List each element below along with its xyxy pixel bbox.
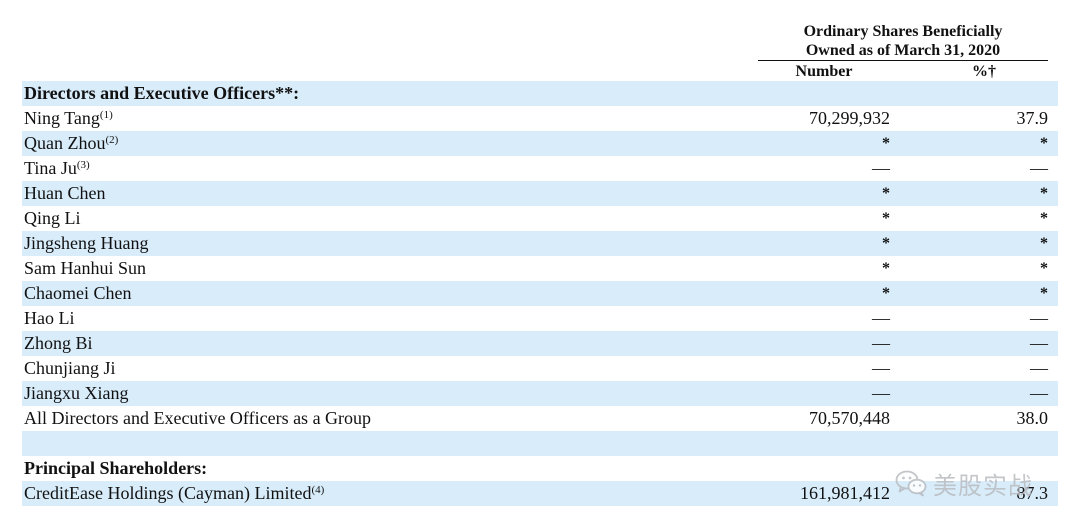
column-header-percent: %† bbox=[920, 62, 1048, 82]
table-row: Sam Hanhui Sun * * bbox=[22, 256, 1058, 281]
row-name: CreditEase Holdings (Cayman) Limited bbox=[24, 483, 312, 503]
row-label: Zhong Bi bbox=[24, 331, 93, 356]
row-label: Qing Li bbox=[24, 206, 81, 231]
row-name: Huan Chen bbox=[24, 183, 106, 203]
row-label: Huan Chen bbox=[24, 181, 105, 206]
table-row: Jiangxu Xiang — — bbox=[22, 381, 1058, 406]
table-row: CreditEase Holdings (Cayman) Limited(4) … bbox=[22, 481, 1058, 506]
row-label: Jingsheng Huang bbox=[24, 231, 149, 256]
table-row: Hao Li — — bbox=[22, 306, 1058, 331]
row-label: Jiangxu Xiang bbox=[24, 381, 128, 406]
table-row: Tina Ju(3) — — bbox=[22, 156, 1058, 181]
table-row: Chunjiang Ji — — bbox=[22, 356, 1058, 381]
shares-number: — bbox=[872, 358, 890, 378]
row-name: Jingsheng Huang bbox=[24, 233, 149, 253]
table-row: All Directors and Executive Officers as … bbox=[22, 406, 1058, 431]
shares-percent: 87.3 bbox=[1016, 483, 1049, 503]
table-row: Huan Chen * * bbox=[22, 181, 1058, 206]
shares-percent: * bbox=[1040, 285, 1048, 302]
row-label: CreditEase Holdings (Cayman) Limited(4) bbox=[24, 481, 324, 509]
footnote-ref: (2) bbox=[105, 134, 119, 146]
row-label: Ning Tang(1) bbox=[24, 106, 113, 134]
table-row: Ning Tang(1) 70,299,932 37.9 bbox=[22, 106, 1058, 131]
column-group-title-line2: Owned as of March 31, 2020 bbox=[805, 42, 1001, 59]
table-row-spacer bbox=[22, 431, 1058, 456]
row-name: Principal Shareholders: bbox=[24, 458, 208, 478]
shares-percent: 38.0 bbox=[1016, 408, 1049, 428]
table-row: Directors and Executive Officers**: bbox=[22, 81, 1058, 106]
row-name: Chunjiang Ji bbox=[24, 358, 116, 378]
header-divider bbox=[758, 60, 1048, 61]
shares-percent: — bbox=[1030, 333, 1048, 353]
row-label: Hao Li bbox=[24, 306, 74, 331]
shares-number: — bbox=[872, 158, 890, 178]
shares-number: * bbox=[882, 185, 890, 202]
footnote-ref: (4) bbox=[311, 484, 325, 496]
row-name: Qing Li bbox=[24, 208, 81, 228]
footnote-ref: (3) bbox=[76, 159, 90, 171]
watermark: 美股实战 bbox=[895, 466, 1033, 500]
row-label: Chaomei Chen bbox=[24, 281, 131, 306]
shares-number: * bbox=[882, 235, 890, 252]
wechat-icon bbox=[895, 469, 927, 497]
shares-number: * bbox=[882, 285, 890, 302]
shares-number: * bbox=[882, 260, 890, 277]
table-row: Principal Shareholders: bbox=[22, 456, 1058, 481]
shares-number: — bbox=[872, 333, 890, 353]
table-row: Quan Zhou(2) * * bbox=[22, 131, 1058, 156]
shares-number: — bbox=[872, 383, 890, 403]
table-row: Zhong Bi — — bbox=[22, 331, 1058, 356]
shares-percent: * bbox=[1040, 260, 1048, 277]
shares-number: 70,570,448 bbox=[809, 408, 890, 428]
shares-number: — bbox=[872, 308, 890, 328]
row-label: Tina Ju(3) bbox=[24, 156, 90, 184]
shares-percent: — bbox=[1030, 158, 1048, 178]
row-label: Principal Shareholders: bbox=[24, 456, 207, 481]
footnote-ref: (1) bbox=[99, 109, 113, 121]
table-row: Jingsheng Huang * * bbox=[22, 231, 1058, 256]
table-row: Qing Li * * bbox=[22, 206, 1058, 231]
row-name: Tina Ju bbox=[24, 158, 77, 178]
row-name: Directors and Executive Officers**: bbox=[24, 83, 300, 103]
table-row: Chaomei Chen * * bbox=[22, 281, 1058, 306]
watermark-text: 美股实战 bbox=[933, 471, 1033, 500]
row-name: All Directors and Executive Officers as … bbox=[24, 408, 372, 428]
column-group-title: Ordinary Shares Beneficially Owned as of… bbox=[758, 22, 1048, 60]
column-header-number: Number bbox=[758, 62, 890, 82]
shares-number: 161,981,412 bbox=[800, 483, 890, 503]
row-label: All Directors and Executive Officers as … bbox=[24, 406, 371, 431]
row-label: Directors and Executive Officers**: bbox=[24, 81, 299, 106]
row-label: Quan Zhou(2) bbox=[24, 131, 118, 159]
shares-percent: * bbox=[1040, 185, 1048, 202]
shares-number: * bbox=[882, 135, 890, 152]
column-group-title-line1: Ordinary Shares Beneficially bbox=[803, 23, 1003, 40]
shares-percent: — bbox=[1030, 358, 1048, 378]
ownership-table: Directors and Executive Officers**: Ning… bbox=[22, 81, 1058, 506]
row-name: Ning Tang bbox=[24, 108, 100, 128]
shares-percent: * bbox=[1040, 210, 1048, 227]
shares-percent: — bbox=[1030, 308, 1048, 328]
row-name: Zhong Bi bbox=[24, 333, 93, 353]
row-name: Sam Hanhui Sun bbox=[24, 258, 147, 278]
row-label: Sam Hanhui Sun bbox=[24, 256, 146, 281]
column-header-group: Ordinary Shares Beneficially Owned as of… bbox=[758, 22, 1048, 82]
row-name: Chaomei Chen bbox=[24, 283, 132, 303]
shares-number: * bbox=[882, 210, 890, 227]
row-name: Quan Zhou bbox=[24, 133, 106, 153]
shares-number: 70,299,932 bbox=[809, 108, 890, 128]
row-name: Hao Li bbox=[24, 308, 75, 328]
shares-percent: * bbox=[1040, 235, 1048, 252]
shares-percent: * bbox=[1040, 135, 1048, 152]
shares-percent: — bbox=[1030, 383, 1048, 403]
shares-percent: 37.9 bbox=[1016, 108, 1049, 128]
row-label: Chunjiang Ji bbox=[24, 356, 116, 381]
row-name: Jiangxu Xiang bbox=[24, 383, 129, 403]
